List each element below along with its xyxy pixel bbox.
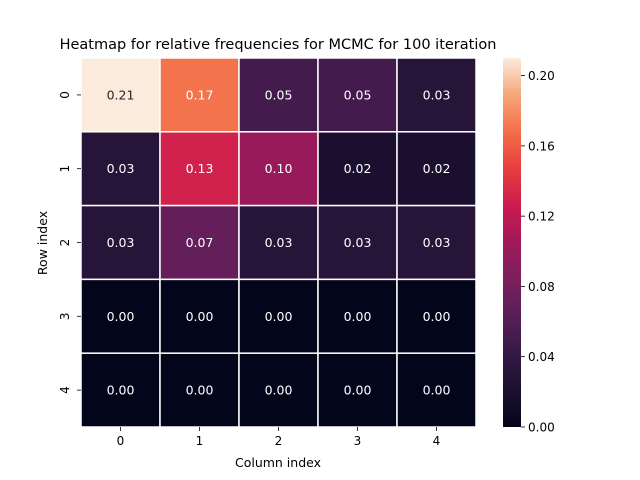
y-axis-ticks: 0 1 2 3 4 [58, 91, 81, 394]
heatmap-cell [159, 352, 240, 428]
cell-annotation: 0.13 [186, 161, 214, 176]
heatmap-cell [80, 352, 161, 428]
cell-annotation: 0.03 [423, 87, 451, 102]
cell-annotation: 0.03 [107, 235, 135, 250]
y-tick-label: 1 [58, 165, 72, 173]
colorbar-tick-label: 0.20 [528, 69, 555, 83]
heatmap-cell [238, 57, 319, 133]
heatmap-cell [80, 57, 161, 133]
cell-annotation: 0.02 [423, 161, 451, 176]
cell-annotation: 0.00 [265, 309, 293, 324]
cell-annotation: 0.00 [186, 309, 214, 324]
colorbar-tick-label: 0.08 [528, 280, 555, 294]
heatmap-cell [238, 131, 319, 207]
colorbar-tick-label: 0.12 [528, 210, 555, 224]
x-tick-label: 2 [275, 434, 283, 448]
colorbar-gradient [503, 58, 521, 427]
x-tick-label: 0 [117, 434, 125, 448]
y-tick-label: 0 [58, 91, 72, 99]
cell-annotation: 0.05 [344, 87, 372, 102]
cell-annotation: 0.00 [186, 383, 214, 398]
x-axis-label: Column index [235, 455, 321, 470]
cell-annotation: 0.21 [107, 87, 135, 102]
heatmap-cell [238, 278, 319, 354]
cell-annotation: 0.03 [423, 235, 451, 250]
x-tick-label: 4 [433, 434, 441, 448]
cell-annotation: 0.03 [107, 161, 135, 176]
y-tick-label: 4 [58, 386, 72, 394]
colorbar-tick-label: 0.16 [528, 139, 555, 153]
heatmap-cells: 0.21 0.17 0.05 0.05 0.03 0.03 0.13 0.10 0.02 0.02… [80, 57, 477, 428]
cell-annotation: 0.07 [186, 235, 214, 250]
cell-annotation: 0.00 [265, 383, 293, 398]
x-tick-label: 3 [354, 434, 362, 448]
chart-title: Heatmap for relative frequencies for MCM… [60, 37, 497, 53]
cell-annotation: 0.17 [186, 87, 214, 102]
cell-annotation: 0.00 [344, 309, 372, 324]
cell-annotation: 0.00 [344, 383, 372, 398]
heatmap-cell [317, 278, 398, 354]
cell-annotation: 0.00 [107, 309, 135, 324]
y-tick-label: 3 [58, 312, 72, 320]
heatmap-cell [159, 57, 240, 133]
cell-annotation: 0.10 [265, 161, 293, 176]
heatmap-cell [317, 204, 398, 281]
colorbar-tick-label: 0.04 [528, 350, 555, 364]
heatmap-cell [396, 131, 477, 207]
cell-annotation: 0.00 [423, 383, 451, 398]
cell-annotation: 0.05 [265, 87, 293, 102]
cell-annotation: 0.03 [265, 235, 293, 250]
cell-annotation: 0.03 [344, 235, 372, 250]
cell-annotation: 0.00 [107, 383, 135, 398]
y-tick-label: 2 [58, 239, 72, 247]
heatmap-cell [396, 278, 477, 354]
colorbar-tick-label: 0.00 [528, 421, 555, 435]
y-axis-label: Row index [35, 211, 50, 275]
heatmap-cell [159, 204, 240, 281]
cell-annotation: 0.00 [423, 309, 451, 324]
colorbar: 0.00 0.04 0.08 0.12 0.16 0.20 [503, 58, 555, 435]
heatmap-cell [159, 278, 240, 354]
cell-annotation: 0.02 [344, 161, 372, 176]
x-axis-ticks: 0 1 2 3 4 [117, 427, 441, 448]
heatmap-cell [238, 352, 319, 428]
x-tick-label: 1 [196, 434, 204, 448]
